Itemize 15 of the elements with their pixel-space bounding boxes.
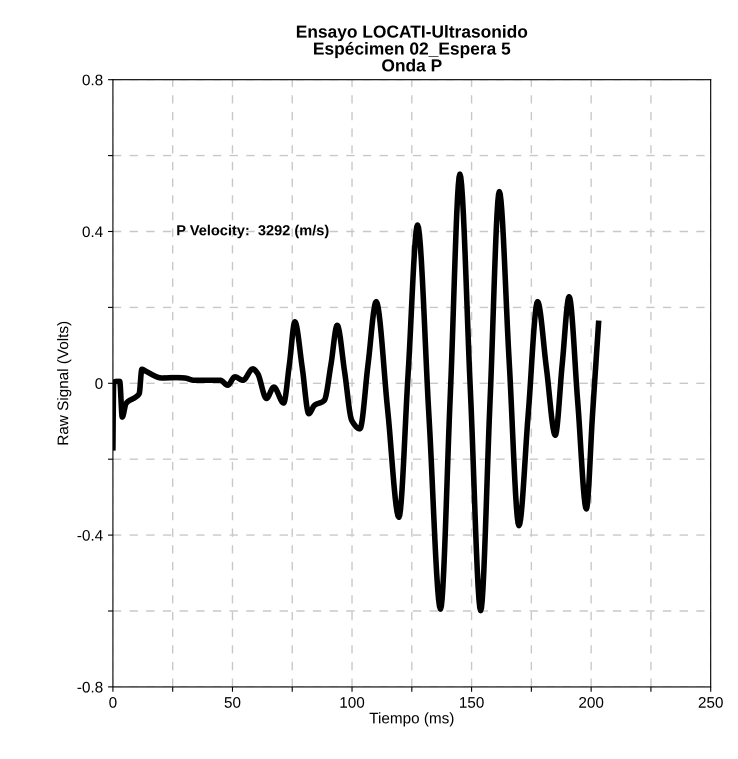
x-tick-label: 100 [340, 697, 364, 708]
x-tick-label: 0 [109, 697, 117, 708]
y-tick-label: -0.4 [78, 530, 103, 541]
x-tick-label: 200 [579, 697, 604, 708]
y-tick-label: 0.4 [82, 226, 103, 238]
y-tick-label: 0.8 [82, 74, 103, 86]
annotation: P Velocity: 3292 (m/s) [177, 224, 328, 238]
x-axis-title: Tiempo (ms) [370, 712, 454, 726]
x-tick-label: 50 [224, 697, 240, 708]
y-axis-title: Raw Signal (Volts) [57, 322, 72, 444]
chart-title: Ensayo LOCATI-Ultrasonido Espécimen 02_Espera 5 Onda P [296, 24, 528, 72]
x-tick-label: 150 [460, 697, 484, 708]
y-tick-label: 0 [95, 378, 103, 389]
x-tick-label: 250 [698, 697, 723, 708]
y-tick-label: -0.8 [78, 682, 103, 693]
